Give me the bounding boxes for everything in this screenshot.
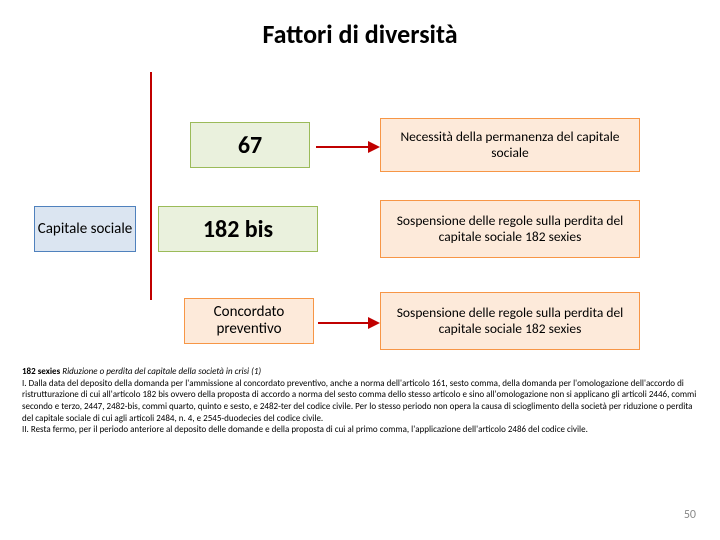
footnote-body-1: I. Dalla data del deposito della domanda… <box>22 378 696 424</box>
diagram-area: Capitale sociale 67 Necessità della perm… <box>0 62 720 362</box>
box-67: 67 <box>190 122 310 168</box>
page-number: 50 <box>684 508 696 522</box>
box-182bis: 182 bis <box>158 206 318 252</box>
box-sospensione-2: Sospensione delle regole sulla perdita d… <box>380 292 640 350</box>
arrow-1 <box>316 138 380 161</box>
footnote-title: Riduzione o perdita del capitale della s… <box>62 366 261 377</box>
footnote-lead: 182 sexies <box>22 366 62 377</box>
box-sospensione-1: Sospensione delle regole sulla perdita d… <box>380 200 640 258</box>
box-necessita: Necessità della permanenza del capitale … <box>380 118 640 172</box>
footnote-block: 182 sexies Riduzione o perdita del capit… <box>22 366 698 436</box>
box-concordato: Concordato preventivo <box>184 298 314 344</box>
page-title: Fattori di diversità <box>0 0 720 62</box>
arrow-3 <box>318 314 380 337</box>
box-capitale-sociale: Capitale sociale <box>34 206 136 252</box>
connector-vertical <box>150 72 152 300</box>
footnote-body-2: II. Resta fermo, per il periodo anterior… <box>22 424 588 435</box>
